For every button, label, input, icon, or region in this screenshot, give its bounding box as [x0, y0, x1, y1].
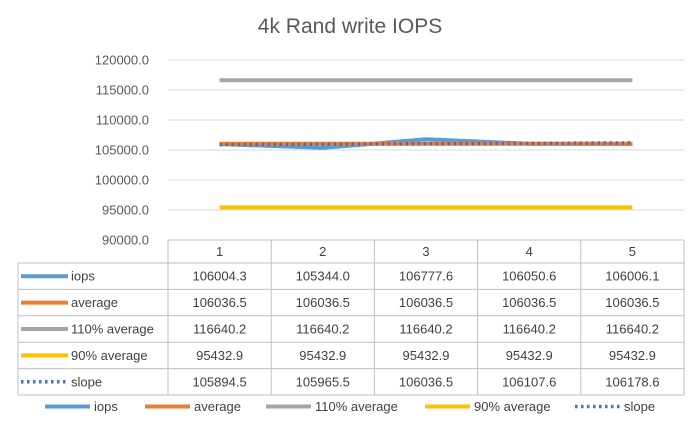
- y-tick-label: 105000.0: [95, 143, 149, 158]
- data-label: 106004.3: [192, 269, 246, 284]
- data-label: 106036.5: [192, 295, 246, 310]
- category-label: 2: [319, 244, 326, 259]
- table-row-label: average: [71, 295, 118, 310]
- data-label: 95432.9: [403, 348, 450, 363]
- table-row-label: 90% average: [71, 348, 148, 363]
- y-tick-label: 120000.0: [95, 53, 149, 68]
- chart-title: 4k Rand write IOPS: [258, 15, 442, 38]
- data-label: 116640.2: [503, 322, 556, 337]
- data-label: 116640.2: [193, 322, 246, 337]
- data-label: 105894.5: [192, 374, 246, 389]
- y-tick-label: 95000.0: [102, 203, 149, 218]
- table-row-label: 110% average: [71, 322, 154, 337]
- data-label: 95432.9: [609, 348, 656, 363]
- legend-entry: slope: [624, 399, 655, 414]
- data-label: 95432.9: [299, 348, 346, 363]
- data-label: 106036.5: [296, 295, 350, 310]
- category-label: 5: [629, 244, 636, 259]
- y-tick-label: 100000.0: [95, 173, 149, 188]
- y-tick-label: 90000.0: [102, 233, 149, 248]
- data-label: 116640.2: [606, 322, 659, 337]
- data-label: 105965.5: [296, 374, 350, 389]
- table-row-label: slope: [71, 374, 102, 389]
- y-tick-label: 110000.0: [96, 113, 149, 128]
- data-label: 106036.5: [605, 295, 659, 310]
- legend-entry: 90% average: [474, 399, 551, 414]
- category-label: 1: [216, 244, 223, 259]
- data-label: 106107.6: [502, 374, 556, 389]
- legend-entry: iops: [94, 399, 118, 414]
- y-tick-label: 115000.0: [96, 83, 149, 98]
- legend-entry: average: [194, 399, 241, 414]
- data-label: 106777.6: [399, 269, 453, 284]
- data-label: 105344.0: [296, 269, 350, 284]
- category-label: 4: [526, 244, 533, 259]
- legend-entry: 110% average: [315, 399, 398, 414]
- data-label: 106050.6: [502, 269, 556, 284]
- data-label: 106006.1: [605, 269, 659, 284]
- data-label: 106036.5: [399, 295, 453, 310]
- data-label: 106036.5: [399, 374, 453, 389]
- series-line-slope: [219, 141, 633, 147]
- data-label: 116640.2: [399, 322, 452, 337]
- data-label: 116640.2: [296, 322, 349, 337]
- data-label: 95432.9: [506, 348, 553, 363]
- data-label: 95432.9: [196, 348, 243, 363]
- category-label: 3: [422, 244, 429, 259]
- data-label: 106036.5: [502, 295, 556, 310]
- data-label: 106178.6: [605, 374, 659, 389]
- table-row-label: iops: [71, 269, 95, 284]
